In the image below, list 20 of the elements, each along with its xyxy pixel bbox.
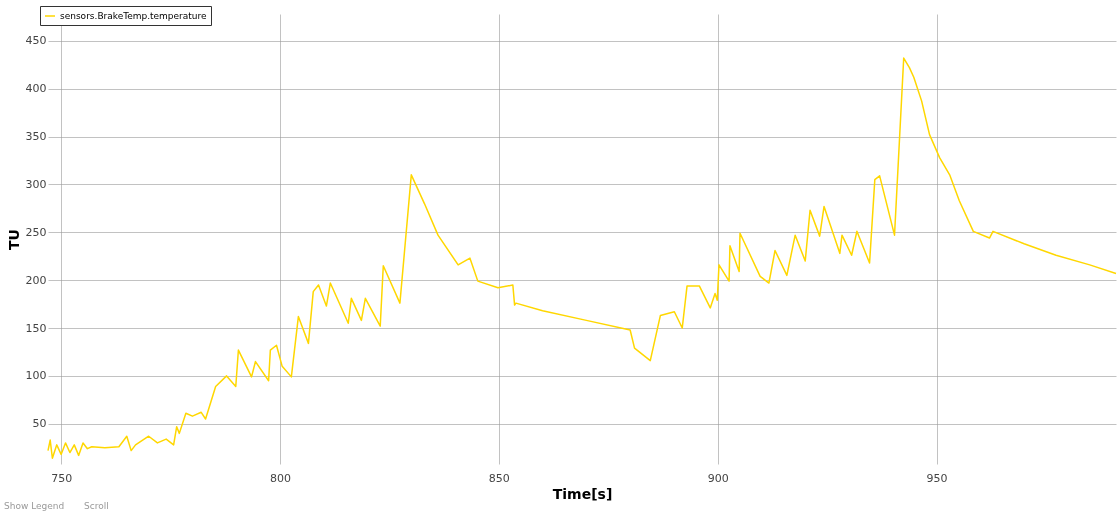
legend-label: sensors.BrakeTemp.temperature — [60, 11, 208, 21]
y-tick-label: 150 — [25, 321, 47, 335]
y-tick-label: 250 — [25, 225, 47, 239]
line-series — [47, 57, 1117, 460]
text: Show Legend — [4, 501, 65, 511]
y-axis-title: TU — [5, 229, 22, 250]
text: Scroll — [84, 501, 109, 511]
y-tick-label: 350 — [25, 130, 47, 144]
x-tick-label: 800 — [269, 471, 291, 485]
y-tick-label: 300 — [25, 177, 47, 191]
y-tick-label: 400 — [25, 82, 47, 96]
x-tick-label: 950 — [926, 471, 948, 485]
x-tick-label: 750 — [51, 471, 73, 485]
x-tick-label: 900 — [707, 471, 729, 485]
y-tick-label: 100 — [25, 369, 47, 383]
x-tick-label: 850 — [488, 471, 510, 485]
y-tick-label: 200 — [25, 273, 47, 287]
x-axis-title: Time[s] — [552, 485, 613, 502]
y-tick-label: 50 — [32, 417, 47, 431]
y-tick-label: 450 — [25, 34, 47, 48]
